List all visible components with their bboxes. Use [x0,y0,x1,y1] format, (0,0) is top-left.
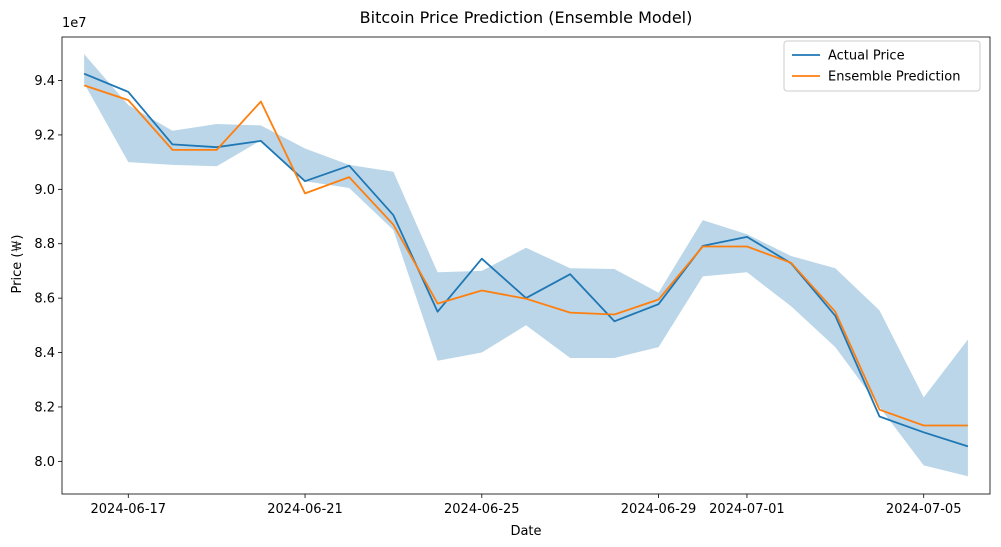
legend: Actual Price Ensemble Prediction [783,40,981,92]
x-tick-label: 2024-07-01 [709,502,785,517]
chart-title: Bitcoin Price Prediction (Ensemble Model… [360,8,693,27]
x-axis: 2024-06-17 2024-06-21 2024-06-25 2024-06-29… [91,494,962,517]
y-tick-label: 8.8 [34,237,55,252]
y-tick-label: 9.2 [34,128,55,143]
y-tick-label: 9.4 [34,74,55,89]
y-offset-label: 1e7 [62,16,87,31]
x-tick-label: 2024-06-25 [444,502,520,517]
legend-entry-label: Actual Price [828,49,905,64]
confidence-band-layer [84,54,968,477]
legend-entry-label: Ensemble Prediction [828,70,960,85]
legend-box [783,40,981,92]
y-axis: 8.0 8.2 8.4 8.6 8.8 9.0 9.2 9.4 [34,74,62,470]
x-tick-label: 2024-06-17 [91,502,167,517]
x-tick-label: 2024-07-05 [886,502,962,517]
y-tick-label: 8.0 [34,455,55,470]
series-layer [83,72,969,448]
y-tick-label: 8.6 [34,292,55,307]
y-tick-label: 9.0 [34,183,55,198]
y-tick-label: 8.4 [34,346,55,361]
x-tick-label: 2024-06-21 [267,502,343,517]
y-axis-label: Price (￦) [10,235,25,294]
plot-frame [61,36,991,495]
x-tick-label: 2024-06-29 [621,502,697,517]
series-line-ensemble-prediction [83,84,968,427]
confidence-band [84,54,968,477]
x-axis-label: Date [510,524,541,539]
y-tick-label: 8.2 [34,400,55,415]
